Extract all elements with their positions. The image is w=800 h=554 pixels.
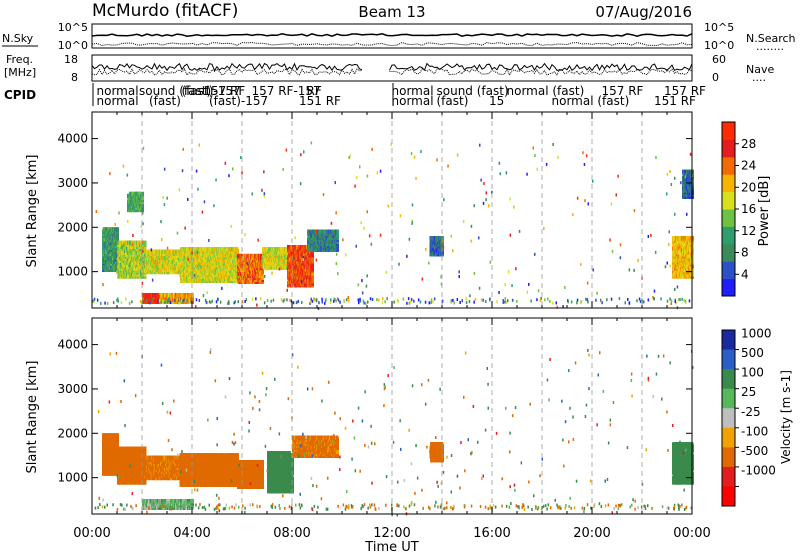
frequency-line [91,62,693,72]
data-cell [141,195,144,201]
beam-label: Beam 13 [358,3,425,21]
data-cell [143,246,147,251]
noise-left-tick-bottom: 10^0 [58,39,88,52]
freq-right-label: Nave [746,63,774,76]
cpid-entry: RF [307,84,322,98]
cpid-entry: sound (fast) [139,84,211,98]
cpid-entry: 157 RF [664,84,706,98]
data-cell [143,240,147,246]
cpid-entry: (fast)-157 [209,94,268,108]
cpid-entry: normal (fast) [507,84,585,98]
station-title: McMurdo (fitACF) [92,1,238,21]
noise-right-tick-top: 10^5 [704,21,734,34]
data-cell [116,227,119,232]
data-cell [261,269,264,275]
frequency-panel: Freq. [MHz] 18 8 60 0 Nave .... [4,53,774,84]
data-cell [156,293,159,298]
cpid-entry: 15 [489,94,504,108]
cpid-entry: (fast) [437,94,469,108]
data-cell [311,253,314,258]
freq-label-line1: Freq. [6,53,33,66]
freq-right-tick-bottom: 0 [712,71,719,84]
cpid-entry: 151 RF [299,94,341,108]
noise-panel: N.Sky 10^5 10^0 10^5 10^0 N.Search .....… [2,21,796,53]
cpid-entry: normal [392,94,434,108]
data-cell [116,233,119,238]
freq-right-tick-top: 60 [712,53,726,66]
cpid-entry: 157 RF [602,84,644,98]
cpid-entry: (fast) [149,94,181,108]
cpid-entry: (fast)-157 [182,84,241,98]
freq-label-line2: [MHz] [4,66,36,79]
nave-line [91,67,693,77]
data-cell [141,191,144,197]
cpid-entry: normal [392,84,434,98]
data-cell [191,293,194,298]
date-label: 07/Aug/2016 [595,3,692,21]
cpid-entry: normal [97,94,139,108]
noise-search-line [91,41,693,47]
noise-sky-line [91,32,693,37]
data-cell [261,275,264,280]
cpid-entry: 151 RF [654,94,696,108]
freq-left-tick-bottom: 8 [71,71,78,84]
data-cell [311,259,314,264]
noise-right-legend: ........ [756,40,784,53]
cpid-label: CPID [4,88,36,102]
noise-right-tick-bottom: 10^0 [704,39,734,52]
data-cell [236,249,239,254]
cpid-entry: normal [97,84,139,98]
data-cell [311,267,314,272]
cpid-entry: normal (fast) [552,94,630,108]
cpid-entry: 157 RF-157 [252,84,321,98]
freq-right-legend: .... [752,71,766,84]
noise-left-label: N.Sky [2,32,34,45]
cpid-entry: sound (fast) [437,84,509,98]
cpid-entry: -157 RF [199,84,245,98]
noise-left-tick-top: 10^5 [58,21,88,34]
data-cell [311,277,314,282]
noise-right-label: N.Search [746,32,796,45]
freq-left-tick-top: 18 [64,53,78,66]
